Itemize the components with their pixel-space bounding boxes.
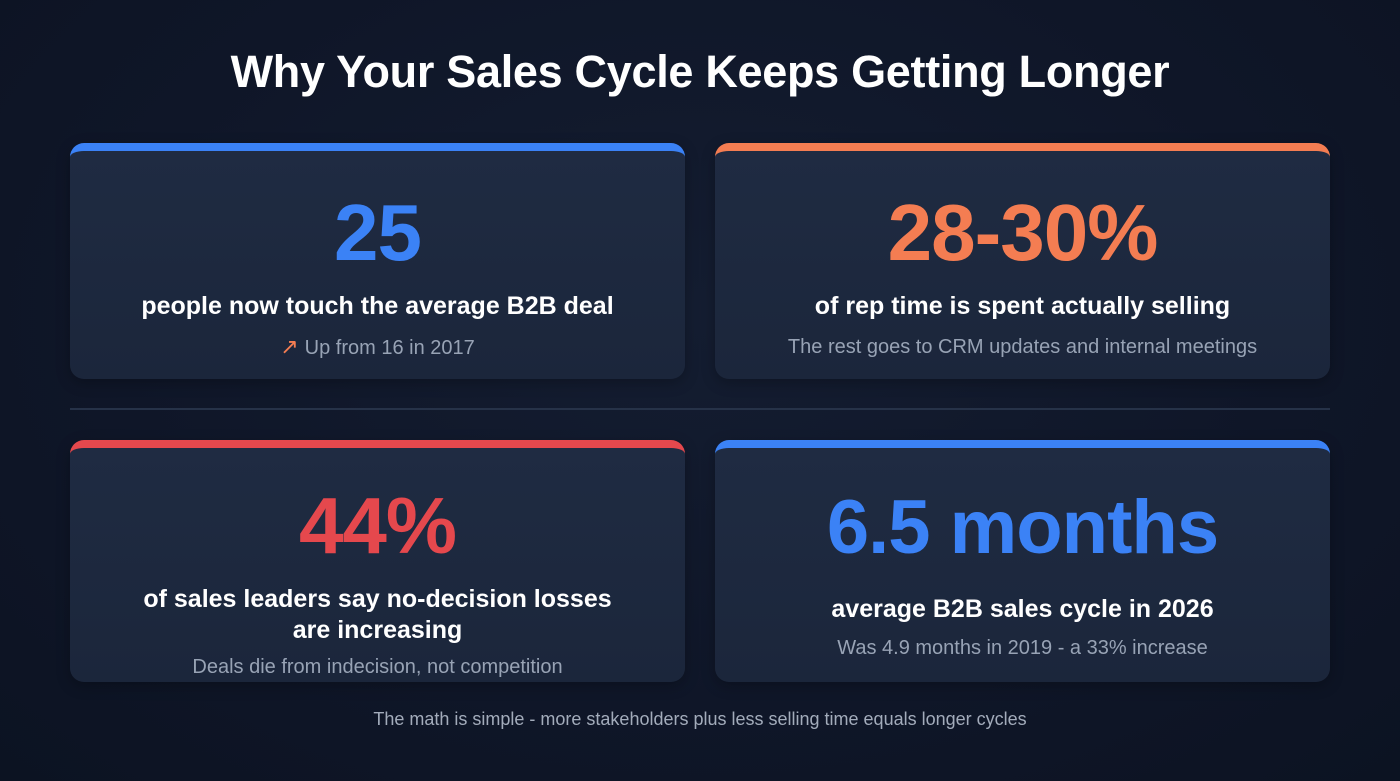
stat-card-cycle-length: 6.5 months average B2B sales cycle in 20…	[715, 440, 1330, 682]
stat-label: of sales leaders say no-decision losses …	[143, 585, 612, 644]
stat-subtext: Was 4.9 months in 2019 - a 33% increase	[837, 637, 1208, 659]
stat-subtext: ↗ Up from 16 in 2017	[70, 334, 685, 361]
footer-note: The math is simple - more stakeholders p…	[373, 709, 1027, 729]
stat-subtext: The rest goes to CRM updates and interna…	[787, 336, 1258, 358]
stat-label: people now touch the average B2B deal	[141, 292, 614, 320]
section-divider	[70, 408, 1330, 410]
trend-up-arrow-icon: ↗	[280, 334, 299, 359]
stat-subtext: Deals die from indecision, not competiti…	[192, 656, 563, 678]
stat-value: 44%	[298, 481, 457, 570]
stat-label: average B2B sales cycle in 2026	[831, 595, 1214, 623]
stat-label: of rep time is spent actually selling	[814, 292, 1231, 320]
stat-subtext-text: Up from 16 in 2017	[304, 337, 475, 359]
stat-value: 28-30%	[887, 188, 1159, 277]
page-title: Why Your Sales Cycle Keeps Getting Longe…	[230, 46, 1170, 97]
stat-value: 6.5 months	[826, 485, 1219, 570]
stat-value: 25	[334, 188, 422, 277]
stat-card-no-decision: 44% of sales leaders say no-decision los…	[70, 440, 685, 682]
stat-card-stakeholders: 25 people now touch the average B2B deal…	[70, 143, 685, 379]
stat-card-selling-time: 28-30% of rep time is spent actually sel…	[715, 143, 1330, 379]
